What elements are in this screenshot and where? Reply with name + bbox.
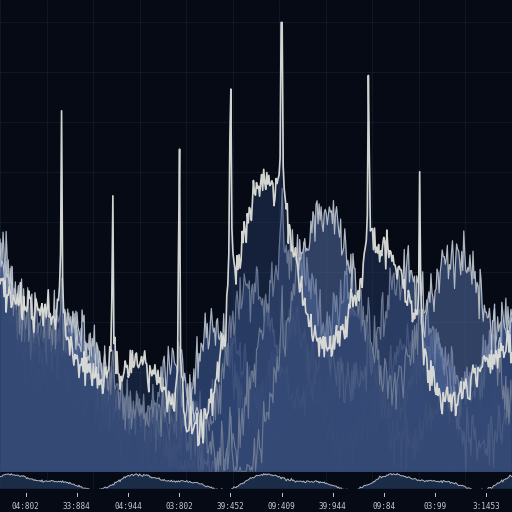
Text: 04:802: 04:802: [12, 502, 39, 511]
Text: 39:452: 39:452: [217, 502, 244, 511]
Text: 09:84: 09:84: [372, 502, 396, 511]
Text: 33:884: 33:884: [63, 502, 91, 511]
Text: 03:802: 03:802: [165, 502, 193, 511]
Text: 3:1453: 3:1453: [473, 502, 500, 511]
Text: 39:944: 39:944: [319, 502, 347, 511]
Text: 03:99: 03:99: [423, 502, 447, 511]
Bar: [0, 489, 512, 507]
Text: 04:944: 04:944: [114, 502, 142, 511]
Text: 09:409: 09:409: [268, 502, 295, 511]
